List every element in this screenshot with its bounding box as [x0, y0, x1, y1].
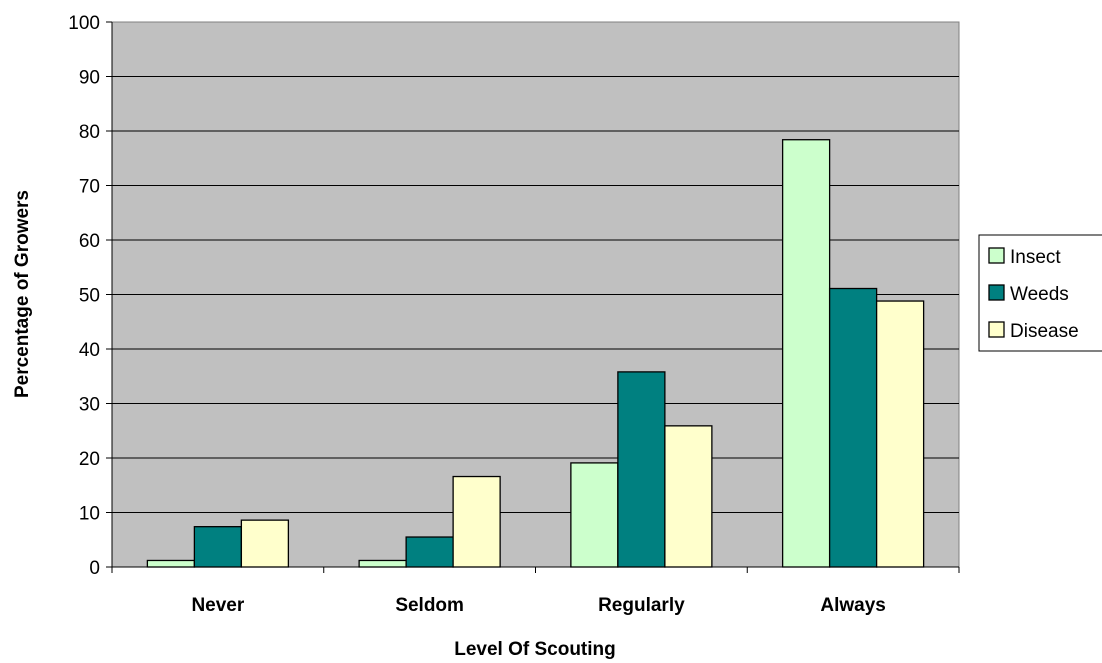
x-axis-label: Level Of Scouting	[454, 639, 616, 660]
y-tick-label: 60	[79, 231, 100, 252]
bar-insect-seldom	[358, 559, 407, 568]
bar-disease-seldom	[452, 475, 501, 568]
x-tick-label: Regularly	[598, 595, 685, 616]
x-tick-labels: Never Seldom Regularly Always	[191, 595, 885, 616]
bar-disease-regularly	[664, 425, 713, 568]
bar-insect-never	[146, 559, 196, 568]
y-tick-label: 40	[79, 340, 100, 361]
x-tick-label: Never	[191, 595, 244, 616]
bars	[146, 139, 925, 568]
y-tick-label: 80	[79, 122, 100, 143]
bar-insect-always	[781, 139, 831, 568]
y-tick-labels: 0 10 20 30 40 50 60 70 80 90 100	[68, 13, 100, 579]
legend-swatch-weeds	[988, 284, 1005, 301]
bar-weeds-seldom	[405, 536, 454, 568]
bar-disease-never	[240, 519, 290, 568]
y-tick-label: 20	[79, 449, 100, 470]
bar-weeds-always	[828, 287, 878, 568]
y-tick-label: 100	[68, 13, 100, 34]
bar-weeds-never	[193, 526, 243, 568]
bar-weeds-regularly	[617, 371, 666, 568]
axes	[106, 21, 960, 573]
y-tick-label: 30	[79, 395, 100, 416]
y-tick-label: 50	[79, 286, 100, 307]
y-tick-label: 90	[79, 68, 100, 89]
x-tick-label: Seldom	[395, 595, 464, 616]
legend-label-weeds: Weeds	[1010, 284, 1069, 305]
y-tick-label: 10	[79, 504, 100, 525]
legend-swatch-disease	[988, 321, 1005, 338]
legend-label-insect: Insect	[1010, 247, 1061, 268]
x-tick-label: Always	[820, 595, 885, 616]
legend-swatch-insect	[988, 247, 1005, 264]
legend: Insect Weeds Disease	[978, 234, 1102, 352]
bar-insect-regularly	[570, 462, 619, 568]
y-axis-label: Percentage of Growers	[12, 190, 33, 398]
y-tick-label: 0	[89, 558, 100, 579]
legend-label-disease: Disease	[1010, 321, 1079, 342]
y-tick-label: 70	[79, 177, 100, 198]
bar-disease-always	[875, 300, 925, 568]
